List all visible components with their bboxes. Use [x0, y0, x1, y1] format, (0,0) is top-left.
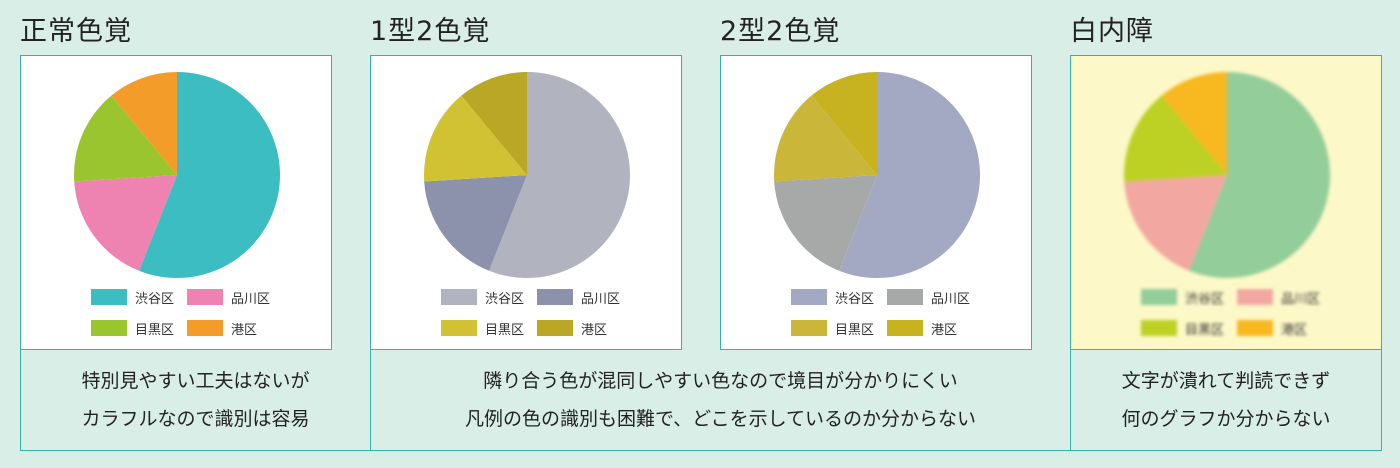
- legend-label: 港区: [1281, 322, 1308, 338]
- pie-slice-meguro: [1123, 95, 1227, 182]
- pie-chart-protanopia: [423, 72, 630, 278]
- legend-item-minato: 港区: [537, 318, 607, 338]
- legend-label: 渋谷区: [135, 291, 175, 307]
- legend-swatch: [1141, 289, 1177, 305]
- legend-item-minato: 港区: [187, 318, 257, 338]
- pie-slice-shinagawa: [774, 175, 877, 271]
- legend-item-shibuya: 渋谷区: [791, 287, 874, 307]
- legend-swatch: [791, 320, 827, 336]
- pie-slice-shinagawa: [424, 175, 527, 271]
- legend-label: 目黒区: [835, 322, 875, 338]
- legend-label: 品川区: [1281, 291, 1321, 307]
- pie-slice-shibuya: [489, 72, 630, 278]
- pie-slice-minato: [461, 72, 527, 175]
- legend-item-shibuya: 渋谷区: [1141, 287, 1224, 307]
- legend-swatch: [1237, 289, 1273, 305]
- pie-chart-cataract: [1123, 72, 1330, 278]
- panel-title-cataract: 白内障: [1070, 16, 1154, 47]
- legend-swatch: [187, 320, 223, 336]
- pie-slice-shinagawa: [1124, 175, 1227, 271]
- legend-label: 港区: [931, 322, 958, 338]
- pie-slice-meguro: [73, 95, 177, 182]
- chart-panel-deuteranopia: 渋谷区 品川区目黒区 港区: [720, 55, 1032, 350]
- description-line: 凡例の色の識別も困難で、どこを示しているのか分からない: [464, 408, 977, 430]
- legend-label: 港区: [231, 322, 258, 338]
- legend-item-shinagawa: 品川区: [1237, 287, 1320, 307]
- legend-label: 目黒区: [485, 322, 525, 338]
- pie-slice-shinagawa: [74, 175, 177, 271]
- legend-swatch: [537, 320, 573, 336]
- panel-title-normal: 正常色覚: [20, 16, 132, 47]
- description-line: カラフルなので識別は容易: [81, 408, 310, 430]
- legend-label: 港区: [581, 322, 608, 338]
- legend-item-shinagawa: 品川区: [537, 287, 620, 307]
- legend-label: 品川区: [231, 291, 271, 307]
- legend-swatch: [187, 289, 223, 305]
- description-cataract: 文字が潰れて判読できず 何のグラフか分からない: [1070, 350, 1382, 451]
- legend-item-shinagawa: 品川区: [887, 287, 970, 307]
- pie-slice-shibuya: [1189, 72, 1330, 278]
- legend-item-meguro: 目黒区: [441, 318, 524, 338]
- pie-chart-normal: [73, 72, 280, 278]
- legend-item-minato: 港区: [887, 318, 957, 338]
- chart-panel-protanopia: 渋谷区 品川区目黒区 港区: [370, 55, 682, 350]
- pie-slice-meguro: [423, 95, 527, 182]
- legend-swatch: [441, 320, 477, 336]
- description-line: 特別見やすい工夫はないが: [81, 370, 310, 392]
- legend-swatch: [791, 289, 827, 305]
- legend-label: 目黒区: [135, 322, 175, 338]
- chart-panel-normal: 渋谷区 品川区目黒区 港区: [20, 55, 332, 350]
- legend-swatch: [1141, 320, 1177, 336]
- legend-swatch: [91, 289, 127, 305]
- legend-label: 渋谷区: [1185, 291, 1225, 307]
- pie-slice-minato: [111, 72, 177, 175]
- legend-label: 目黒区: [1185, 322, 1225, 338]
- description-line: 何のグラフか分からない: [1121, 408, 1331, 430]
- description-normal: 特別見やすい工夫はないが カラフルなので識別は容易: [20, 350, 370, 451]
- chart-panel-cataract: 渋谷区 品川区目黒区 港区: [1070, 55, 1382, 350]
- legend-item-minato: 港区: [1237, 318, 1307, 338]
- legend-swatch: [441, 289, 477, 305]
- description-line: 隣り合う色が混同しやすい色なので境目が分かりにくい: [483, 370, 958, 392]
- legend-swatch: [887, 289, 923, 305]
- panel-title-deuteranopia: 2型2色覚: [720, 16, 841, 47]
- pie-slice-shibuya: [139, 72, 280, 278]
- pie-slice-minato: [811, 72, 877, 175]
- legend-item-meguro: 目黒区: [791, 318, 874, 338]
- pie-slice-shibuya: [839, 72, 980, 278]
- legend-item-meguro: 目黒区: [91, 318, 174, 338]
- legend-swatch: [91, 320, 127, 336]
- legend-item-meguro: 目黒区: [1141, 318, 1224, 338]
- legend-item-shinagawa: 品川区: [187, 287, 270, 307]
- legend-swatch: [1237, 320, 1273, 336]
- legend-item-shibuya: 渋谷区: [91, 287, 174, 307]
- panel-title-protanopia: 1型2色覚: [370, 16, 491, 47]
- legend-label: 品川区: [931, 291, 971, 307]
- description-color-vision: 隣り合う色が混同しやすい色なので境目が分かりにくい 凡例の色の識別も困難で、どこ…: [370, 350, 1070, 451]
- legend-swatch: [537, 289, 573, 305]
- legend-label: 渋谷区: [835, 291, 875, 307]
- description-line: 文字が潰れて判読できず: [1121, 370, 1331, 392]
- legend-label: 渋谷区: [485, 291, 525, 307]
- legend-label: 品川区: [581, 291, 621, 307]
- legend-item-shibuya: 渋谷区: [441, 287, 524, 307]
- pie-slice-minato: [1161, 72, 1227, 175]
- pie-chart-deuteranopia: [773, 72, 980, 278]
- legend-swatch: [887, 320, 923, 336]
- pie-slice-meguro: [773, 95, 877, 182]
